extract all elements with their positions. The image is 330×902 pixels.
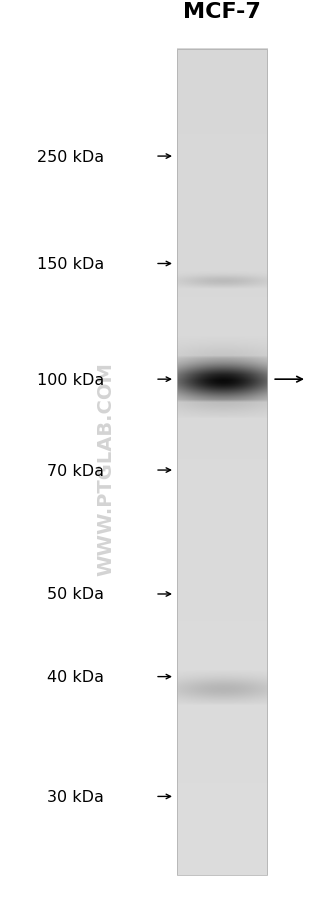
Text: 150 kDa: 150 kDa [37, 257, 104, 272]
Bar [177, 50, 267, 875]
Text: 70 kDa: 70 kDa [47, 463, 104, 478]
Text: 250 kDa: 250 kDa [37, 150, 104, 164]
Text: WWW.PTGLAB.COM: WWW.PTGLAB.COM [96, 363, 115, 575]
Text: 40 kDa: 40 kDa [47, 669, 104, 685]
Text: 30 kDa: 30 kDa [47, 789, 104, 804]
Text: MCF-7: MCF-7 [183, 2, 261, 22]
Text: 50 kDa: 50 kDa [47, 587, 104, 602]
Text: 100 kDa: 100 kDa [37, 373, 104, 387]
